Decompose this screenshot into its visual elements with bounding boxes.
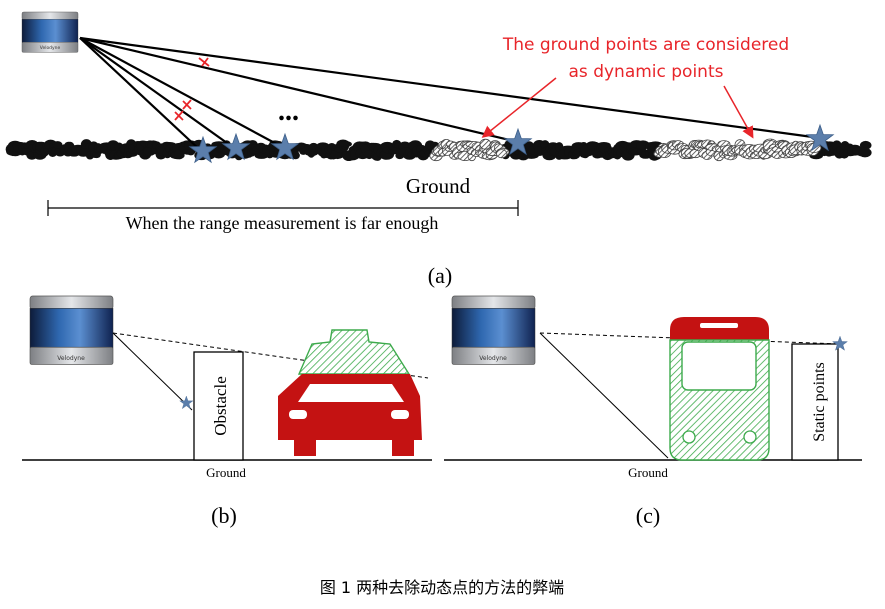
svg-text:Velodyne: Velodyne — [40, 45, 61, 51]
lidar-sensor-icon: Velodyne — [451, 295, 536, 365]
svg-text:Velodyne: Velodyne — [479, 355, 507, 362]
annotation-line-2: as dynamic points — [569, 62, 724, 82]
laser-rays — [79, 36, 821, 151]
lidar-sensor-icon: Velodyne — [21, 11, 79, 53]
obstacle-box — [193, 351, 244, 461]
obstacle-label: Obstacle — [211, 376, 230, 435]
panel-b: Velodyne Obstacle Ground (b) — [22, 295, 432, 528]
ground-point — [496, 149, 508, 159]
caption-a: (a) — [428, 263, 452, 288]
static-points-box — [791, 343, 839, 461]
svg-text:Velodyne: Velodyne — [57, 355, 85, 362]
panel-a: Velodyne ... — [5, 11, 872, 288]
annotation-arrow-right — [723, 85, 754, 139]
ground-label-b: Ground — [206, 465, 246, 480]
rejection-marks — [174, 57, 210, 121]
annotation-line-1: The ground points are considered — [502, 35, 789, 55]
figure-caption: 图 1 两种去除动态点的方法的弊端 — [320, 578, 564, 597]
ground-label-c: Ground — [628, 465, 668, 480]
ground-label-a: Ground — [406, 174, 471, 198]
caption-c: (c) — [636, 503, 660, 528]
solid-ray-b — [112, 332, 193, 411]
static-points-label: Static points — [811, 362, 828, 442]
ground-point — [52, 141, 63, 149]
solid-ray-c — [539, 332, 669, 459]
ground-point — [291, 151, 300, 160]
ground-point — [186, 148, 195, 156]
ground-point — [859, 140, 872, 150]
bus-icon — [669, 317, 770, 461]
annotation-arrow-left — [481, 77, 557, 138]
star-b — [179, 395, 194, 409]
ground-point — [858, 147, 872, 158]
range-label: When the range measurement is far enough — [126, 213, 439, 233]
ground-point — [479, 138, 492, 150]
lidar-sensor-icon: Velodyne — [29, 295, 114, 365]
car-icon — [278, 329, 422, 456]
caption-b: (b) — [211, 503, 237, 528]
ellipsis-text: ... — [278, 96, 299, 127]
ground-point — [339, 141, 352, 148]
ground-point — [254, 152, 269, 159]
panel-c: Velodyne Static points Ground (c) — [444, 295, 862, 528]
range-bracket — [47, 200, 519, 216]
